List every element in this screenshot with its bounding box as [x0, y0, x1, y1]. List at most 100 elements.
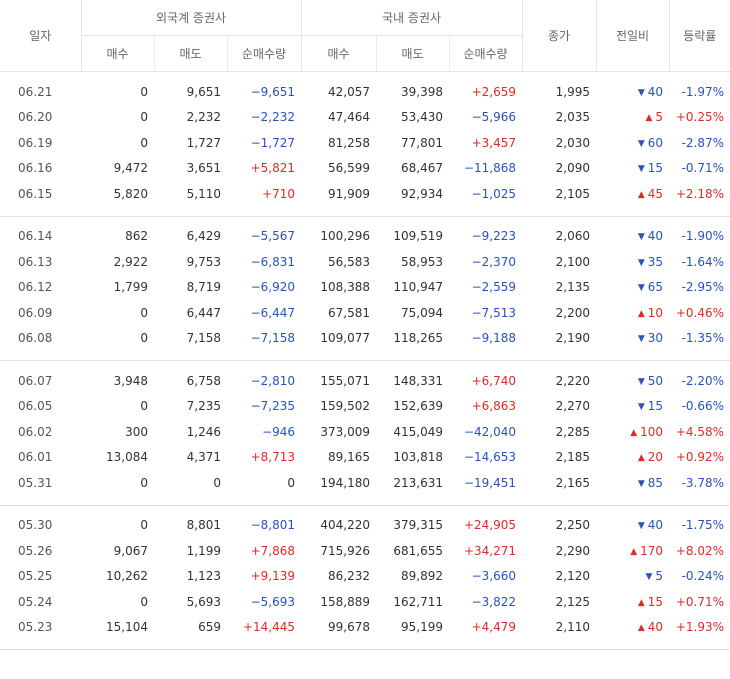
cell-foreign-buy: 862	[125, 229, 148, 244]
table-row: 05.26 9,067 1,199 +7,868 715,926 681,655 +34,2…	[0, 538, 730, 564]
cell-close: 2,060	[555, 229, 591, 244]
cell-foreign-buy: 3,948	[113, 373, 148, 388]
cell-close: 2,120	[555, 569, 591, 584]
cell-domestic-buy: 100,296	[320, 229, 371, 244]
cell-domestic-net: −19,451	[463, 475, 517, 490]
cell-date: 05.23	[18, 620, 53, 635]
cell-foreign-sell: 3,651	[186, 161, 221, 176]
header-domestic-net: 순매수량	[448, 35, 523, 72]
cell-foreign-sell: 7,235	[186, 399, 221, 414]
cell-close: 2,250	[555, 518, 591, 533]
cell-rate: -2.95%	[681, 280, 725, 295]
cell-change: ▼ 5	[596, 564, 669, 590]
cell-foreign-buy: 9,067	[113, 543, 148, 558]
header-domestic-buy: 매수	[300, 35, 377, 72]
cell-change: ▼ 15	[596, 156, 669, 182]
change-value: 15	[647, 161, 664, 176]
cell-domestic-net: −2,370	[471, 254, 517, 269]
header-change: 전일비	[595, 0, 670, 72]
change-value: 15	[647, 399, 664, 414]
cell-change: ▲ 15	[596, 589, 669, 615]
triangle-down-icon: ▼	[637, 376, 645, 387]
cell-domestic-net: +2,659	[471, 84, 517, 99]
cell-domestic-sell: 53,430	[401, 110, 444, 125]
cell-domestic-sell: 148,331	[393, 373, 444, 388]
cell-date: 06.07	[18, 373, 53, 388]
cell-change: ▲ 40	[596, 615, 669, 641]
cell-domestic-buy: 109,077	[320, 331, 371, 346]
cell-domestic-buy: 404,220	[320, 518, 371, 533]
cell-foreign-buy: 300	[125, 424, 148, 439]
cell-date: 06.14	[18, 229, 53, 244]
cell-foreign-buy: 9,472	[113, 161, 148, 176]
change-value: 100	[640, 424, 664, 439]
change-value: 5	[655, 569, 664, 584]
cell-close: 2,035	[555, 110, 591, 125]
cell-domestic-buy: 108,388	[320, 280, 371, 295]
table-row: 06.01 13,084 4,371 +8,713 89,165 103,818 −14,6…	[0, 445, 730, 471]
cell-foreign-sell: 9,753	[186, 254, 221, 269]
cell-close: 1,995	[555, 84, 591, 99]
cell-change: ▲ 20	[596, 445, 669, 471]
cell-domestic-buy: 194,180	[320, 475, 371, 490]
cell-rate: -1.75%	[681, 518, 725, 533]
cell-foreign-buy: 0	[140, 331, 148, 346]
table-row: 06.08 0 7,158 −7,158 109,077 118,265 −9,188 2,1…	[0, 326, 730, 352]
cell-domestic-sell: 103,818	[393, 450, 444, 465]
cell-foreign-sell: 2,232	[186, 110, 221, 125]
cell-foreign-buy: 0	[140, 135, 148, 150]
cell-rate: -0.24%	[681, 569, 725, 584]
header-domestic-sell: 매도	[375, 35, 450, 72]
cell-domestic-buy: 89,165	[328, 450, 371, 465]
table-row: 06.07 3,948 6,758 −2,810 155,071 148,331 +6,74…	[0, 368, 730, 394]
cell-foreign-net: −946	[262, 424, 296, 439]
cell-domestic-sell: 118,265	[393, 331, 444, 346]
cell-domestic-buy: 158,889	[320, 594, 371, 609]
cell-close: 2,135	[555, 280, 591, 295]
change-value: 10	[647, 305, 664, 320]
cell-foreign-buy: 0	[140, 475, 148, 490]
table-row: 06.12 1,799 8,719 −6,920 108,388 110,947 −2,55…	[0, 275, 730, 301]
cell-date: 05.24	[18, 594, 53, 609]
change-value: 5	[655, 110, 664, 125]
cell-date: 06.15	[18, 186, 53, 201]
cell-foreign-sell: 8,801	[186, 518, 221, 533]
header-foreign-buy: 매수	[80, 35, 154, 72]
table-row: 06.09 0 6,447 −6,447 67,581 75,094 −7,513 2,200…	[0, 300, 730, 326]
cell-date: 06.05	[18, 399, 53, 414]
cell-date: 06.20	[18, 110, 53, 125]
triangle-down-icon: ▼	[637, 232, 645, 243]
triangle-down-icon: ▼	[637, 257, 645, 268]
cell-date: 05.31	[18, 475, 53, 490]
cell-foreign-buy: 0	[140, 110, 148, 125]
cell-domestic-sell: 92,934	[401, 186, 444, 201]
table-row: 06.19 0 1,727 −1,727 81,258 77,801 +3,457 2,030…	[0, 130, 730, 156]
triangle-up-icon: ▲	[637, 597, 645, 608]
cell-domestic-buy: 99,678	[328, 620, 371, 635]
cell-rate: -2.20%	[681, 373, 725, 388]
cell-domestic-sell: 68,467	[401, 161, 444, 176]
table-row: 06.15 5,820 5,110 +710 91,909 92,934 −1,025 2,1…	[0, 181, 730, 207]
table-row: 06.21 0 9,651 −9,651 42,057 39,398 +2,659 1,995…	[0, 79, 730, 105]
table-row: 06.02 300 1,246 −946 373,009 415,049 −42,040 2,…	[0, 419, 730, 445]
cell-change: ▲ 10	[596, 300, 669, 326]
triangle-down-icon: ▼	[637, 478, 645, 489]
header-foreign-sell: 매도	[153, 35, 227, 72]
cell-foreign-sell: 0	[213, 475, 221, 490]
cell-rate: +0.25%	[675, 110, 725, 125]
cell-change: ▲ 45	[596, 181, 669, 207]
cell-domestic-sell: 415,049	[393, 424, 444, 439]
cell-domestic-buy: 373,009	[320, 424, 371, 439]
cell-foreign-sell: 1,727	[186, 135, 221, 150]
cell-foreign-net: −7,235	[250, 399, 296, 414]
cell-foreign-net: +5,821	[250, 161, 296, 176]
change-value: 20	[647, 450, 664, 465]
cell-close: 2,105	[555, 186, 591, 201]
cell-domestic-net: −9,223	[471, 229, 517, 244]
cell-domestic-sell: 213,631	[393, 475, 444, 490]
cell-domestic-buy: 86,232	[328, 569, 371, 584]
cell-rate: -1.97%	[681, 84, 725, 99]
cell-close: 2,090	[555, 161, 591, 176]
cell-foreign-buy: 13,084	[106, 450, 148, 465]
triangle-up-icon: ▲	[637, 189, 645, 200]
